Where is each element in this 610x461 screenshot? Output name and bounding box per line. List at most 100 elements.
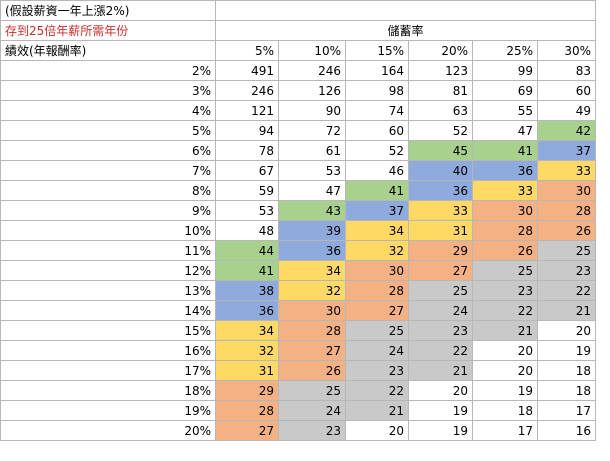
table-cell[interactable]: 49 xyxy=(537,100,596,121)
table-cell[interactable]: 28 xyxy=(345,280,409,301)
table-cell[interactable]: 67 xyxy=(215,160,279,181)
table-cell[interactable]: 18 xyxy=(472,400,538,421)
row-header[interactable]: 17% xyxy=(0,360,216,381)
table-cell[interactable]: 72 xyxy=(278,120,346,141)
table-cell[interactable]: 45 xyxy=(408,140,473,161)
table-cell[interactable]: 34 xyxy=(215,320,279,341)
table-cell[interactable]: 47 xyxy=(278,180,346,201)
table-cell[interactable]: 25 xyxy=(472,260,538,281)
table-cell[interactable]: 32 xyxy=(215,340,279,361)
column-header[interactable]: 10% xyxy=(278,40,346,61)
row-header[interactable]: 10% xyxy=(0,220,216,241)
table-cell[interactable]: 36 xyxy=(408,180,473,201)
table-cell[interactable]: 25 xyxy=(345,320,409,341)
row-header[interactable]: 14% xyxy=(0,300,216,321)
table-cell[interactable]: 18 xyxy=(537,360,596,381)
row-header[interactable]: 4% xyxy=(0,100,216,121)
table-cell[interactable]: 41 xyxy=(215,260,279,281)
table-cell[interactable]: 36 xyxy=(215,300,279,321)
table-cell[interactable]: 18 xyxy=(537,380,596,401)
table-cell[interactable]: 28 xyxy=(472,220,538,241)
table-cell[interactable]: 20 xyxy=(345,420,409,441)
table-cell[interactable]: 26 xyxy=(472,240,538,261)
table-cell[interactable]: 27 xyxy=(408,260,473,281)
table-cell[interactable]: 28 xyxy=(215,400,279,421)
table-cell[interactable]: 246 xyxy=(215,80,279,101)
row-header[interactable]: 6% xyxy=(0,140,216,161)
row-header[interactable]: 5% xyxy=(0,120,216,141)
table-cell[interactable]: 33 xyxy=(408,200,473,221)
table-cell[interactable]: 23 xyxy=(278,420,346,441)
table-cell[interactable]: 61 xyxy=(278,140,346,161)
table-cell[interactable]: 36 xyxy=(472,160,538,181)
table-cell[interactable]: 126 xyxy=(278,80,346,101)
table-cell[interactable]: 60 xyxy=(537,80,596,101)
table-cell[interactable]: 53 xyxy=(278,160,346,181)
column-header[interactable]: 5% xyxy=(215,40,279,61)
table-cell[interactable]: 28 xyxy=(278,320,346,341)
row-header[interactable]: 8% xyxy=(0,180,216,201)
table-cell[interactable]: 47 xyxy=(472,120,538,141)
table-cell[interactable]: 27 xyxy=(215,420,279,441)
table-cell[interactable]: 31 xyxy=(408,220,473,241)
table-cell[interactable]: 164 xyxy=(345,60,409,81)
table-cell[interactable]: 20 xyxy=(472,340,538,361)
table-cell[interactable]: 25 xyxy=(537,240,596,261)
table-cell[interactable]: 30 xyxy=(278,300,346,321)
column-header[interactable]: 20% xyxy=(408,40,473,61)
table-cell[interactable]: 29 xyxy=(215,380,279,401)
table-cell[interactable]: 37 xyxy=(537,140,596,161)
table-cell[interactable]: 25 xyxy=(278,380,346,401)
row-header[interactable]: 18% xyxy=(0,380,216,401)
table-cell[interactable]: 69 xyxy=(472,80,538,101)
table-cell[interactable]: 38 xyxy=(215,280,279,301)
table-cell[interactable]: 17 xyxy=(472,420,538,441)
row-header[interactable]: 13% xyxy=(0,280,216,301)
table-cell[interactable]: 46 xyxy=(345,160,409,181)
row-header[interactable]: 19% xyxy=(0,400,216,421)
table-cell[interactable]: 34 xyxy=(278,260,346,281)
table-cell[interactable]: 78 xyxy=(215,140,279,161)
table-cell[interactable]: 41 xyxy=(472,140,538,161)
table-cell[interactable]: 36 xyxy=(278,240,346,261)
table-cell[interactable]: 33 xyxy=(537,160,596,181)
table-cell[interactable]: 90 xyxy=(278,100,346,121)
column-header[interactable]: 15% xyxy=(345,40,409,61)
table-cell[interactable]: 34 xyxy=(345,220,409,241)
table-cell[interactable]: 52 xyxy=(345,140,409,161)
table-cell[interactable]: 24 xyxy=(278,400,346,421)
table-cell[interactable]: 33 xyxy=(472,180,538,201)
table-cell[interactable]: 21 xyxy=(537,300,596,321)
table-cell[interactable]: 94 xyxy=(215,120,279,141)
row-header[interactable]: 15% xyxy=(0,320,216,341)
table-cell[interactable]: 491 xyxy=(215,60,279,81)
table-cell[interactable]: 17 xyxy=(537,400,596,421)
table-cell[interactable]: 41 xyxy=(345,180,409,201)
table-cell[interactable]: 27 xyxy=(278,340,346,361)
table-cell[interactable]: 63 xyxy=(408,100,473,121)
row-header[interactable]: 16% xyxy=(0,340,216,361)
table-cell[interactable]: 19 xyxy=(408,400,473,421)
row-header[interactable]: 12% xyxy=(0,260,216,281)
table-cell[interactable]: 246 xyxy=(278,60,346,81)
note-goal[interactable]: 存到25倍年薪所需年份 xyxy=(0,20,216,41)
table-cell[interactable]: 39 xyxy=(278,220,346,241)
table-cell[interactable]: 60 xyxy=(345,120,409,141)
column-header[interactable]: 30% xyxy=(537,40,596,61)
table-cell[interactable]: 21 xyxy=(408,360,473,381)
table-cell[interactable]: 23 xyxy=(408,320,473,341)
table-cell[interactable]: 37 xyxy=(345,200,409,221)
table-cell[interactable]: 48 xyxy=(215,220,279,241)
table-cell[interactable]: 30 xyxy=(472,200,538,221)
note-performance[interactable]: 績效(年報酬率) xyxy=(0,40,216,61)
table-cell[interactable]: 59 xyxy=(215,180,279,201)
table-cell[interactable]: 22 xyxy=(345,380,409,401)
savings-rate-title[interactable]: 儲蓄率 xyxy=(215,20,596,41)
table-cell[interactable]: 29 xyxy=(408,240,473,261)
table-cell[interactable]: 23 xyxy=(345,360,409,381)
column-header[interactable]: 25% xyxy=(472,40,538,61)
table-cell[interactable]: 32 xyxy=(278,280,346,301)
table-cell[interactable]: 98 xyxy=(345,80,409,101)
row-header[interactable]: 2% xyxy=(0,60,216,81)
table-cell[interactable]: 23 xyxy=(537,260,596,281)
